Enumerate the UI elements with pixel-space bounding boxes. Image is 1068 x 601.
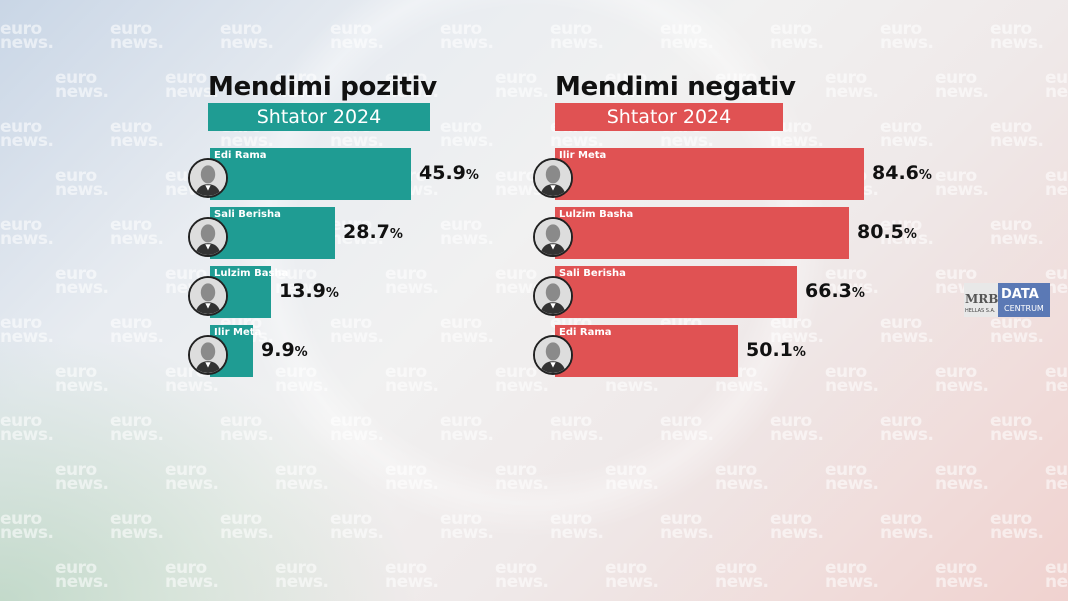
bar-value-label: 50.1% <box>746 339 806 361</box>
bar-category-label: Edi Rama <box>559 327 612 338</box>
mrb-datacentrum-logo: MRB HELLAS S.A. DATA CENTRUM <box>964 283 1050 317</box>
bar-category-label: Ilir Meta <box>559 150 607 161</box>
portrait-avatar <box>533 335 573 375</box>
chart-title: Mendimi pozitiv <box>208 72 437 102</box>
bar-value-label: 9.9% <box>261 339 308 361</box>
bar-value-label: 13.9% <box>279 280 339 302</box>
bar-category-label: Lulzim Basha <box>559 209 634 220</box>
chart-subtitle: Shtator 2024 <box>208 103 430 131</box>
chart-subtitle: Shtator 2024 <box>555 103 783 131</box>
bar-value-label: 84.6% <box>872 162 932 184</box>
datacentrum-logo-centrum: CENTRUM <box>1004 304 1044 313</box>
mrb-logo-box: MRB HELLAS S.A. <box>964 283 998 317</box>
portrait-avatar <box>188 335 228 375</box>
bar <box>555 266 797 318</box>
bar-category-label: Edi Rama <box>214 150 267 161</box>
bar <box>210 207 335 259</box>
mrb-logo-text: MRB <box>965 292 999 306</box>
portrait-avatar <box>533 276 573 316</box>
bar-value-label: 45.9% <box>419 162 479 184</box>
portrait-avatar <box>188 276 228 316</box>
bar-value-label: 28.7% <box>343 221 403 243</box>
chart-title: Mendimi negativ <box>555 72 796 102</box>
bar-value-label: 66.3% <box>805 280 865 302</box>
bar-category-label: Sali Berisha <box>559 268 626 279</box>
bar <box>210 148 411 200</box>
bar-value-label: 80.5% <box>857 221 917 243</box>
bar <box>555 148 864 200</box>
bar-category-label: Lulzim Basha <box>214 268 289 279</box>
mrb-logo-subtext: HELLAS S.A. <box>965 308 996 314</box>
bar <box>555 325 738 377</box>
bar-category-label: Sali Berisha <box>214 209 281 220</box>
bar <box>555 207 849 259</box>
portrait-avatar <box>533 158 573 198</box>
datacentrum-logo-data: DATA <box>1001 287 1039 302</box>
portrait-avatar <box>188 217 228 257</box>
datacentrum-logo-box: DATA CENTRUM <box>998 283 1050 317</box>
portrait-avatar <box>188 158 228 198</box>
bar-category-label: Ilir Meta <box>214 327 262 338</box>
portrait-avatar <box>533 217 573 257</box>
